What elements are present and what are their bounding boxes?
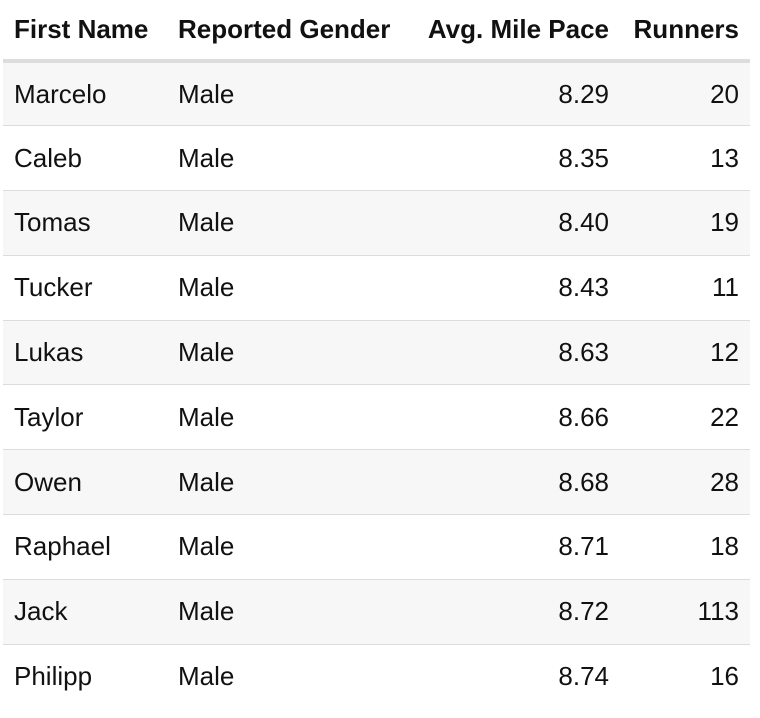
table-row: Marcelo Male 8.29 20	[3, 61, 750, 127]
cell-avg-mile-pace: 8.43	[412, 255, 620, 321]
column-header-runners: Runners	[620, 0, 750, 63]
cell-avg-mile-pace: 8.63	[412, 320, 620, 386]
cell-runners: 13	[620, 125, 750, 192]
runners-pace-table: First Name Reported Gender Avg. Mile Pac…	[3, 0, 750, 709]
cell-runners: 16	[620, 644, 750, 709]
column-header-first-name: First Name	[3, 0, 167, 63]
table-row: Jack Male 8.72 113	[3, 579, 750, 645]
cell-reported-gender: Male	[167, 644, 412, 709]
cell-runners: 11	[620, 255, 750, 321]
cell-reported-gender: Male	[167, 384, 412, 451]
cell-reported-gender: Male	[167, 514, 412, 580]
cell-reported-gender: Male	[167, 125, 412, 192]
cell-first-name: Lukas	[3, 320, 167, 386]
cell-first-name: Owen	[3, 449, 167, 516]
table-body: Marcelo Male 8.29 20 Caleb Male 8.35 13 …	[3, 61, 750, 709]
column-header-reported-gender: Reported Gender	[167, 0, 412, 63]
cell-runners: 113	[620, 579, 750, 645]
cell-avg-mile-pace: 8.29	[412, 61, 620, 127]
cell-runners: 20	[620, 61, 750, 127]
cell-runners: 19	[620, 190, 750, 256]
cell-runners: 22	[620, 384, 750, 451]
cell-reported-gender: Male	[167, 579, 412, 645]
cell-reported-gender: Male	[167, 61, 412, 127]
cell-first-name: Raphael	[3, 514, 167, 580]
table-row: Taylor Male 8.66 22	[3, 384, 750, 451]
cell-first-name: Tucker	[3, 255, 167, 321]
cell-avg-mile-pace: 8.40	[412, 190, 620, 256]
cell-avg-mile-pace: 8.35	[412, 125, 620, 192]
table-header: First Name Reported Gender Avg. Mile Pac…	[3, 0, 750, 63]
cell-first-name: Caleb	[3, 125, 167, 192]
cell-first-name: Jack	[3, 579, 167, 645]
cell-avg-mile-pace: 8.71	[412, 514, 620, 580]
table-row: Raphael Male 8.71 18	[3, 514, 750, 580]
cell-avg-mile-pace: 8.68	[412, 449, 620, 516]
table-row: Philipp Male 8.74 16	[3, 644, 750, 709]
cell-avg-mile-pace: 8.66	[412, 384, 620, 451]
cell-reported-gender: Male	[167, 190, 412, 256]
cell-runners: 18	[620, 514, 750, 580]
cell-first-name: Philipp	[3, 644, 167, 709]
table-row: Tomas Male 8.40 19	[3, 190, 750, 256]
cell-reported-gender: Male	[167, 255, 412, 321]
cell-first-name: Tomas	[3, 190, 167, 256]
column-header-avg-mile-pace: Avg. Mile Pace	[412, 0, 620, 63]
cell-runners: 28	[620, 449, 750, 516]
table-row: Owen Male 8.68 28	[3, 449, 750, 516]
cell-reported-gender: Male	[167, 320, 412, 386]
cell-first-name: Taylor	[3, 384, 167, 451]
cell-reported-gender: Male	[167, 449, 412, 516]
cell-avg-mile-pace: 8.74	[412, 644, 620, 709]
cell-avg-mile-pace: 8.72	[412, 579, 620, 645]
cell-first-name: Marcelo	[3, 61, 167, 127]
header-row: First Name Reported Gender Avg. Mile Pac…	[3, 0, 750, 63]
table-row: Lukas Male 8.63 12	[3, 320, 750, 386]
cell-runners: 12	[620, 320, 750, 386]
table-row: Caleb Male 8.35 13	[3, 125, 750, 192]
table-row: Tucker Male 8.43 11	[3, 255, 750, 321]
